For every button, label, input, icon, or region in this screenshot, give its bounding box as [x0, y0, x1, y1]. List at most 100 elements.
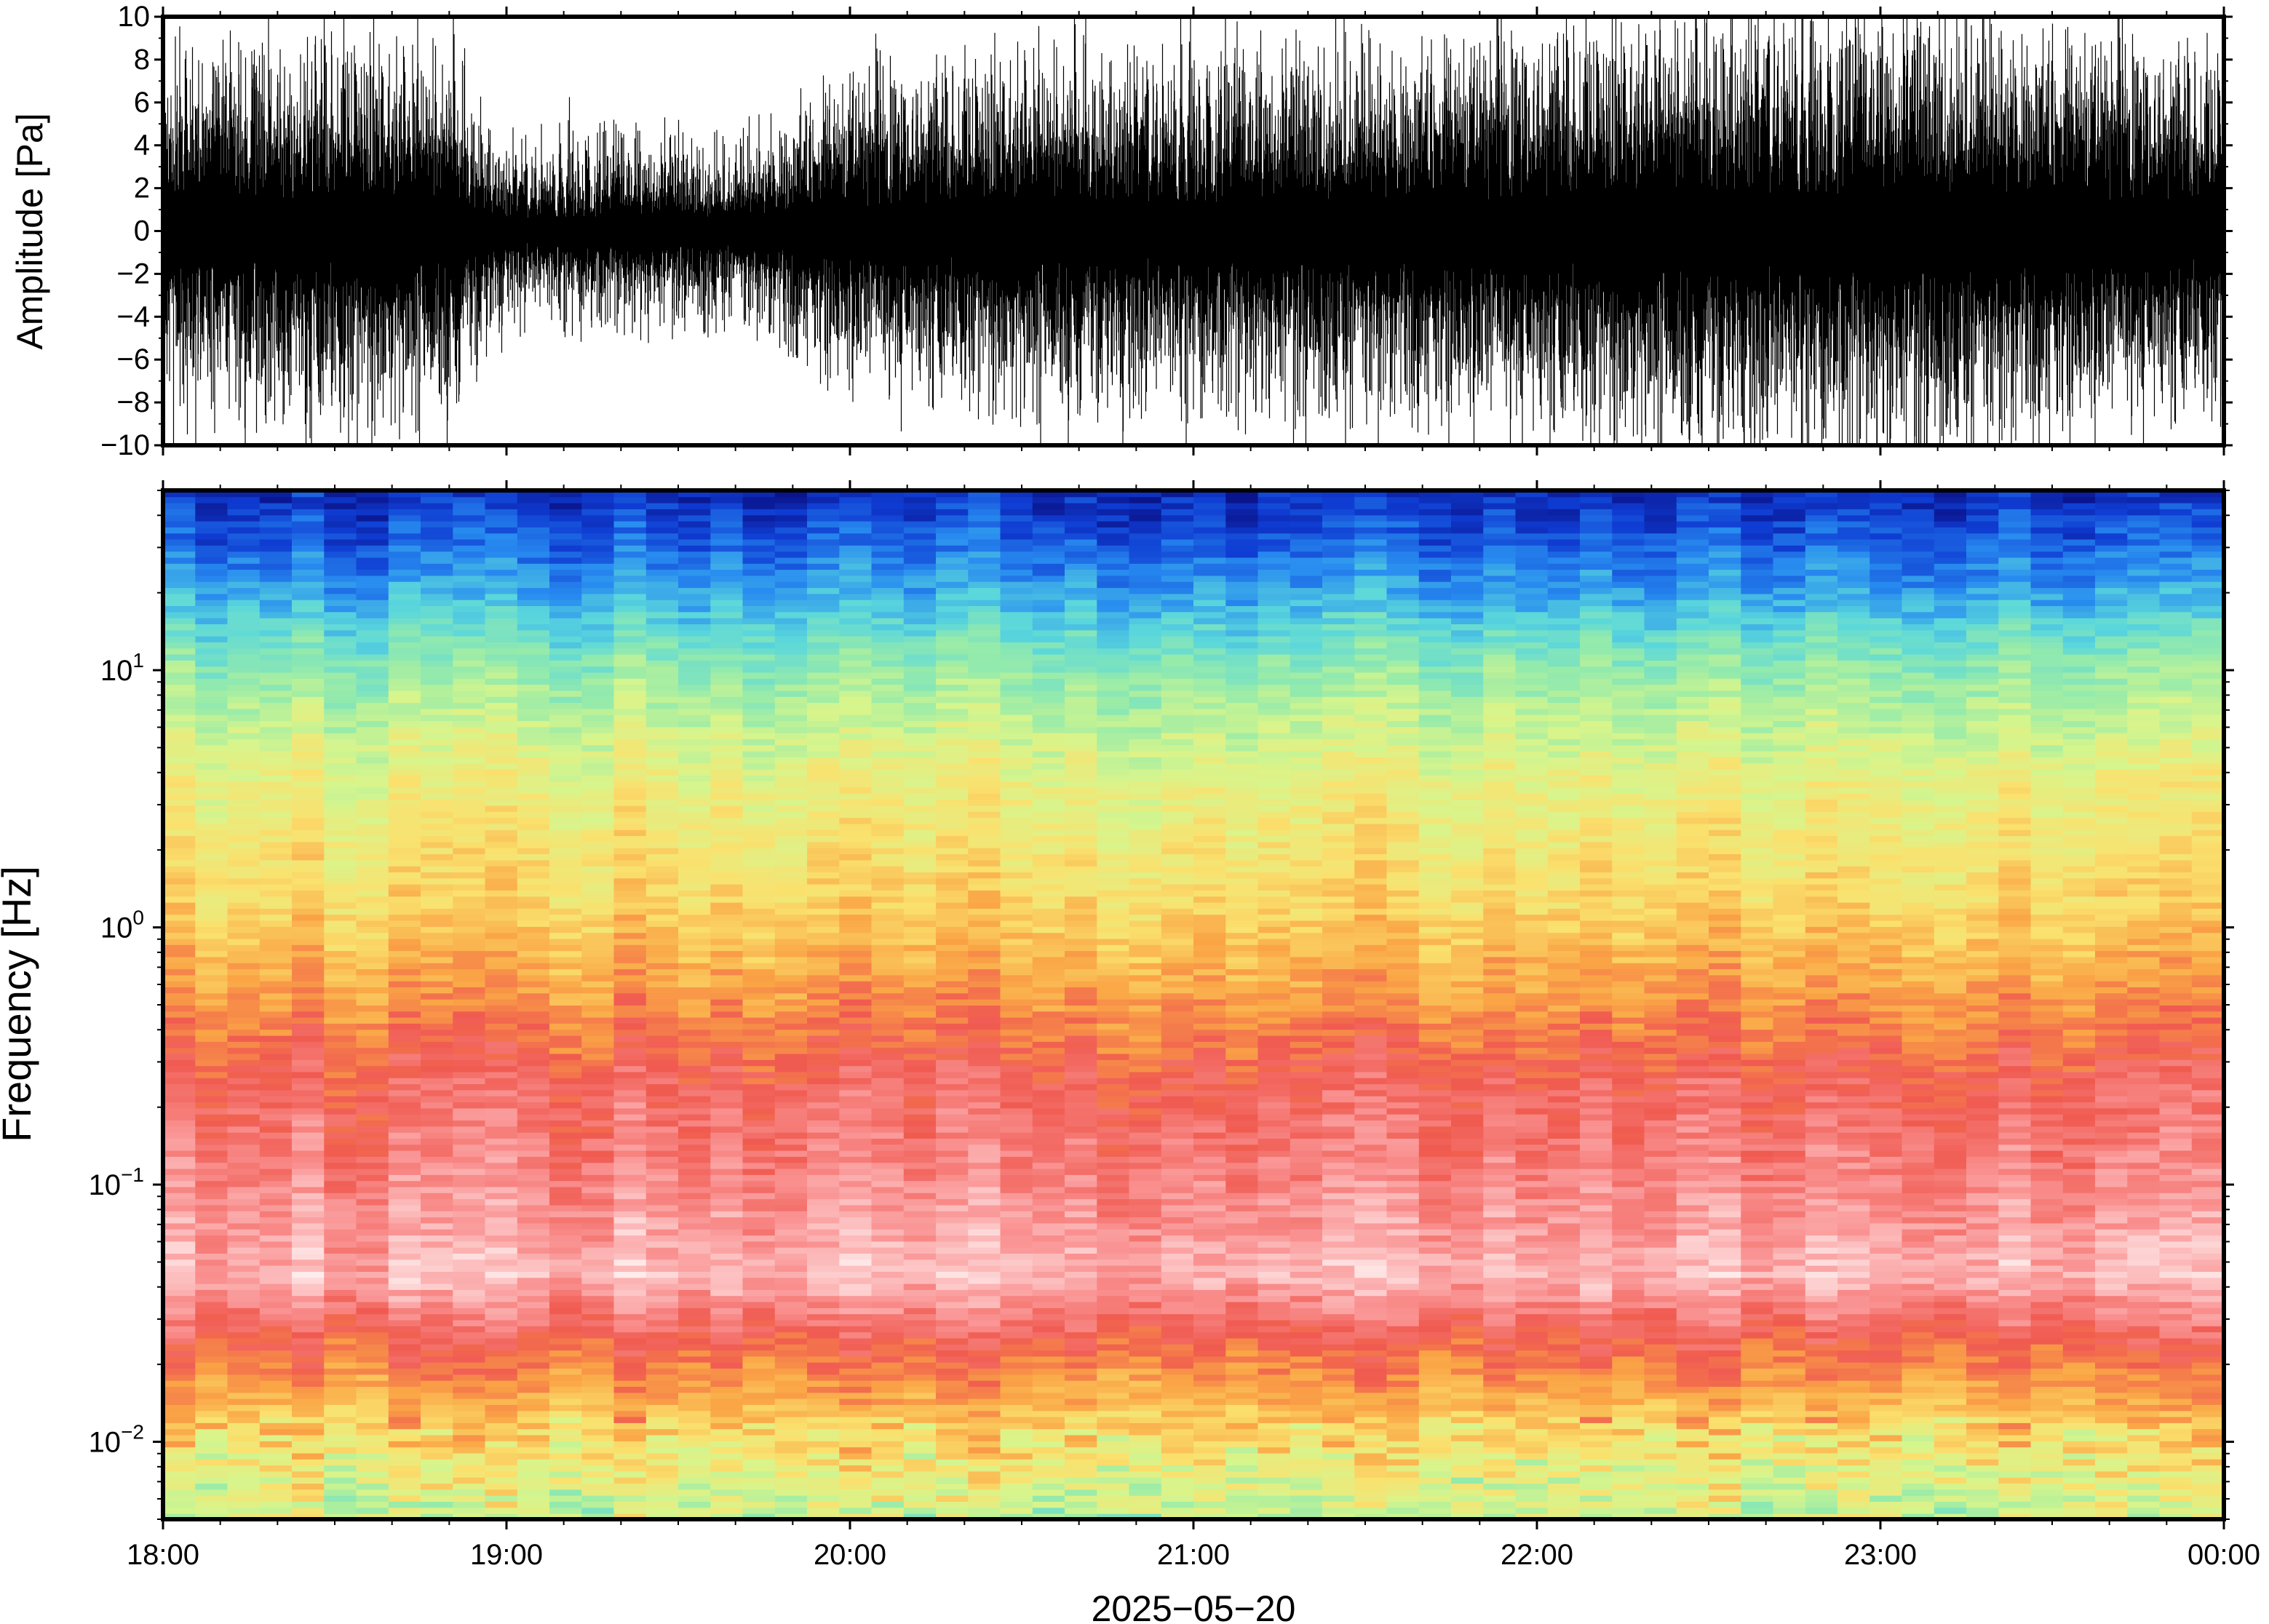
spectrogram-cell [903, 659, 937, 667]
spectrogram-cell [807, 1253, 841, 1260]
spectrogram-cell [421, 1222, 454, 1230]
spectrogram-cell [388, 1180, 422, 1187]
spectrogram-cell [968, 883, 1001, 891]
spectrogram-cell [742, 1204, 776, 1211]
spectrogram-cell [485, 1392, 518, 1399]
spectrogram-cell [421, 750, 454, 757]
spectrogram-cell [1000, 690, 1033, 697]
spectrogram-cell [645, 799, 680, 806]
spectrogram-cell [1000, 811, 1033, 819]
spectrogram-cell [549, 1180, 583, 1187]
spectrogram-cell [968, 502, 1001, 509]
spectrogram-cell [324, 799, 357, 806]
spectrogram-cell [388, 708, 422, 715]
spectrogram-cell [388, 1089, 422, 1096]
spectrogram-cell [388, 696, 422, 704]
spectrogram-cell [195, 896, 229, 903]
spectrogram-cell [678, 659, 712, 667]
spectrogram-cell [324, 853, 357, 861]
spectrogram-cell [421, 1313, 454, 1321]
spectrogram-cell [710, 872, 744, 879]
spectrogram-cell [195, 853, 229, 861]
spectrogram-cell [871, 1465, 905, 1472]
spectrogram-cell [453, 1144, 486, 1151]
spectrogram-cell [388, 1102, 422, 1109]
spectrogram-cell [710, 1343, 744, 1351]
spectrogram-cell [227, 1016, 261, 1024]
spectrogram-cell [1032, 1168, 1066, 1175]
spectrogram-cell [774, 1029, 808, 1036]
spectrogram-cell [742, 1023, 776, 1030]
spectrogram-cell [710, 920, 744, 927]
spectrogram-cell [1032, 896, 1066, 903]
spectrogram-cell [324, 1361, 357, 1369]
spectrogram-cell [742, 1071, 776, 1078]
spectrogram-cell [453, 950, 486, 958]
spectrogram-cell [678, 1131, 712, 1139]
spectrogram-cell [227, 1289, 261, 1297]
spectrogram-cell [453, 575, 486, 582]
spectrogram-cell [1065, 1023, 1098, 1030]
spectrogram-cell [807, 1095, 841, 1103]
spectrogram-cell [742, 1113, 776, 1121]
spectrogram-cell [421, 932, 454, 939]
spectrogram-cell [645, 1404, 680, 1412]
spectrogram-cell [388, 562, 422, 570]
spectrogram-cell [292, 1210, 325, 1218]
spectrogram-cell [1000, 1361, 1033, 1369]
spectrogram-cell [453, 641, 486, 649]
spectrogram-cell [485, 841, 518, 848]
spectrogram-cell [163, 624, 196, 631]
spectrogram-cell [774, 551, 808, 558]
spectrogram-cell [774, 926, 808, 934]
spectrogram-cell [356, 859, 389, 867]
spectrogram-cell [871, 998, 905, 1006]
spectrogram-cell [549, 750, 583, 757]
spectrogram-cell [645, 635, 680, 642]
spectrogram-cell [807, 1392, 841, 1399]
spectrogram-cell [678, 1120, 712, 1127]
spectrogram-cell [678, 1016, 712, 1024]
spectrogram-cell [388, 1095, 422, 1103]
spectrogram-cell [421, 575, 454, 582]
spectrogram-cell [678, 1150, 712, 1157]
spectrogram-cell [388, 847, 422, 854]
spectrogram-cell [453, 992, 486, 1000]
spectrogram-cell [1000, 1138, 1033, 1145]
spectrogram-cell [839, 1023, 873, 1030]
spectrogram-cell [742, 744, 776, 752]
spectrogram-cell [936, 1277, 969, 1284]
spectrogram-cell [968, 1368, 1001, 1375]
spectrogram-cell [613, 799, 647, 806]
spectrogram-cell [968, 1386, 1001, 1393]
spectrogram-cell [517, 509, 551, 516]
spectrogram-cell [324, 768, 357, 776]
spectrogram-cell [195, 817, 229, 824]
spectrogram-cell [324, 1452, 357, 1460]
spectrogram-cell [581, 1089, 615, 1096]
spectrogram-cell [388, 1374, 422, 1381]
spectrogram-cell [421, 1380, 454, 1387]
spectrogram-cell [356, 1313, 389, 1321]
spectrogram-cell [1065, 987, 1098, 994]
spectrogram-cell [259, 1489, 293, 1496]
spectrogram-cell [871, 1059, 905, 1067]
spectrogram-cell [227, 1065, 261, 1072]
spectrogram-cell [453, 1102, 486, 1109]
spectrogram-cell [678, 1374, 712, 1381]
spectrogram-cell [517, 544, 551, 552]
spectrogram-cell [871, 872, 905, 879]
spectrogram-cell [1032, 1174, 1066, 1182]
spectrogram-cell [356, 1065, 389, 1072]
spectrogram-cell [453, 865, 486, 872]
spectrogram-cell [774, 520, 808, 528]
spectrogram-cell [936, 847, 969, 854]
spectrogram-cell [936, 865, 969, 872]
spectrogram-cell [324, 877, 357, 885]
spectrogram-cell [1032, 744, 1066, 752]
spectrogram-cell [421, 1138, 454, 1145]
spectrogram-cell [421, 708, 454, 715]
ytick-label: 8 [134, 44, 150, 76]
spectrogram-cell [871, 593, 905, 600]
spectrogram-cell [871, 1513, 905, 1519]
